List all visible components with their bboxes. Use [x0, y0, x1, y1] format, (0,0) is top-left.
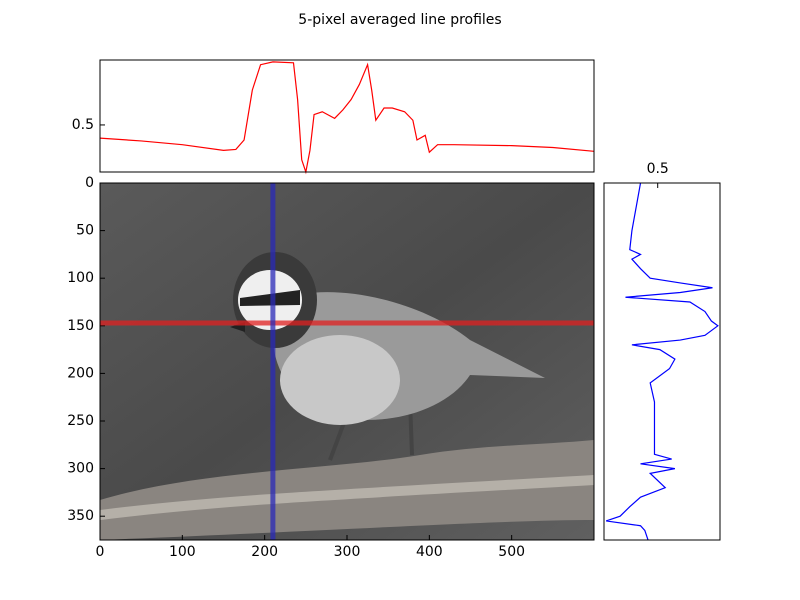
bird-leg — [328, 419, 347, 461]
y-tick-label: 100 — [67, 270, 94, 286]
x-tick-label: 0.5 — [647, 161, 669, 177]
figure-title: 5-pixel averaged line profiles — [298, 12, 501, 28]
y-tick-label: 250 — [67, 413, 94, 429]
y-tick-label: 300 — [67, 461, 94, 477]
profile-line — [99, 61, 595, 175]
profile-line — [605, 182, 719, 541]
bird-eyestripe — [240, 290, 300, 306]
y-tick-label: 350 — [67, 508, 94, 524]
y-tick-label: 0.5 — [72, 117, 94, 133]
y-tick-label: 0 — [85, 175, 94, 191]
x-tick-label: 200 — [251, 544, 278, 560]
axes-frame — [603, 182, 721, 541]
x-tick-label: 400 — [416, 544, 443, 560]
y-tick-label: 150 — [67, 318, 94, 334]
bird-belly — [280, 335, 400, 425]
branch-texture — [100, 475, 594, 520]
x-tick-label: 0 — [96, 544, 105, 560]
y-tick-label: 50 — [76, 223, 94, 239]
y-tick-label: 200 — [67, 365, 94, 381]
x-tick-label: 500 — [498, 544, 525, 560]
x-tick-label: 300 — [334, 544, 361, 560]
axes-frame — [99, 182, 595, 541]
axes-frame — [99, 59, 595, 173]
photo — [100, 183, 594, 540]
x-tick-label: 100 — [169, 544, 196, 560]
